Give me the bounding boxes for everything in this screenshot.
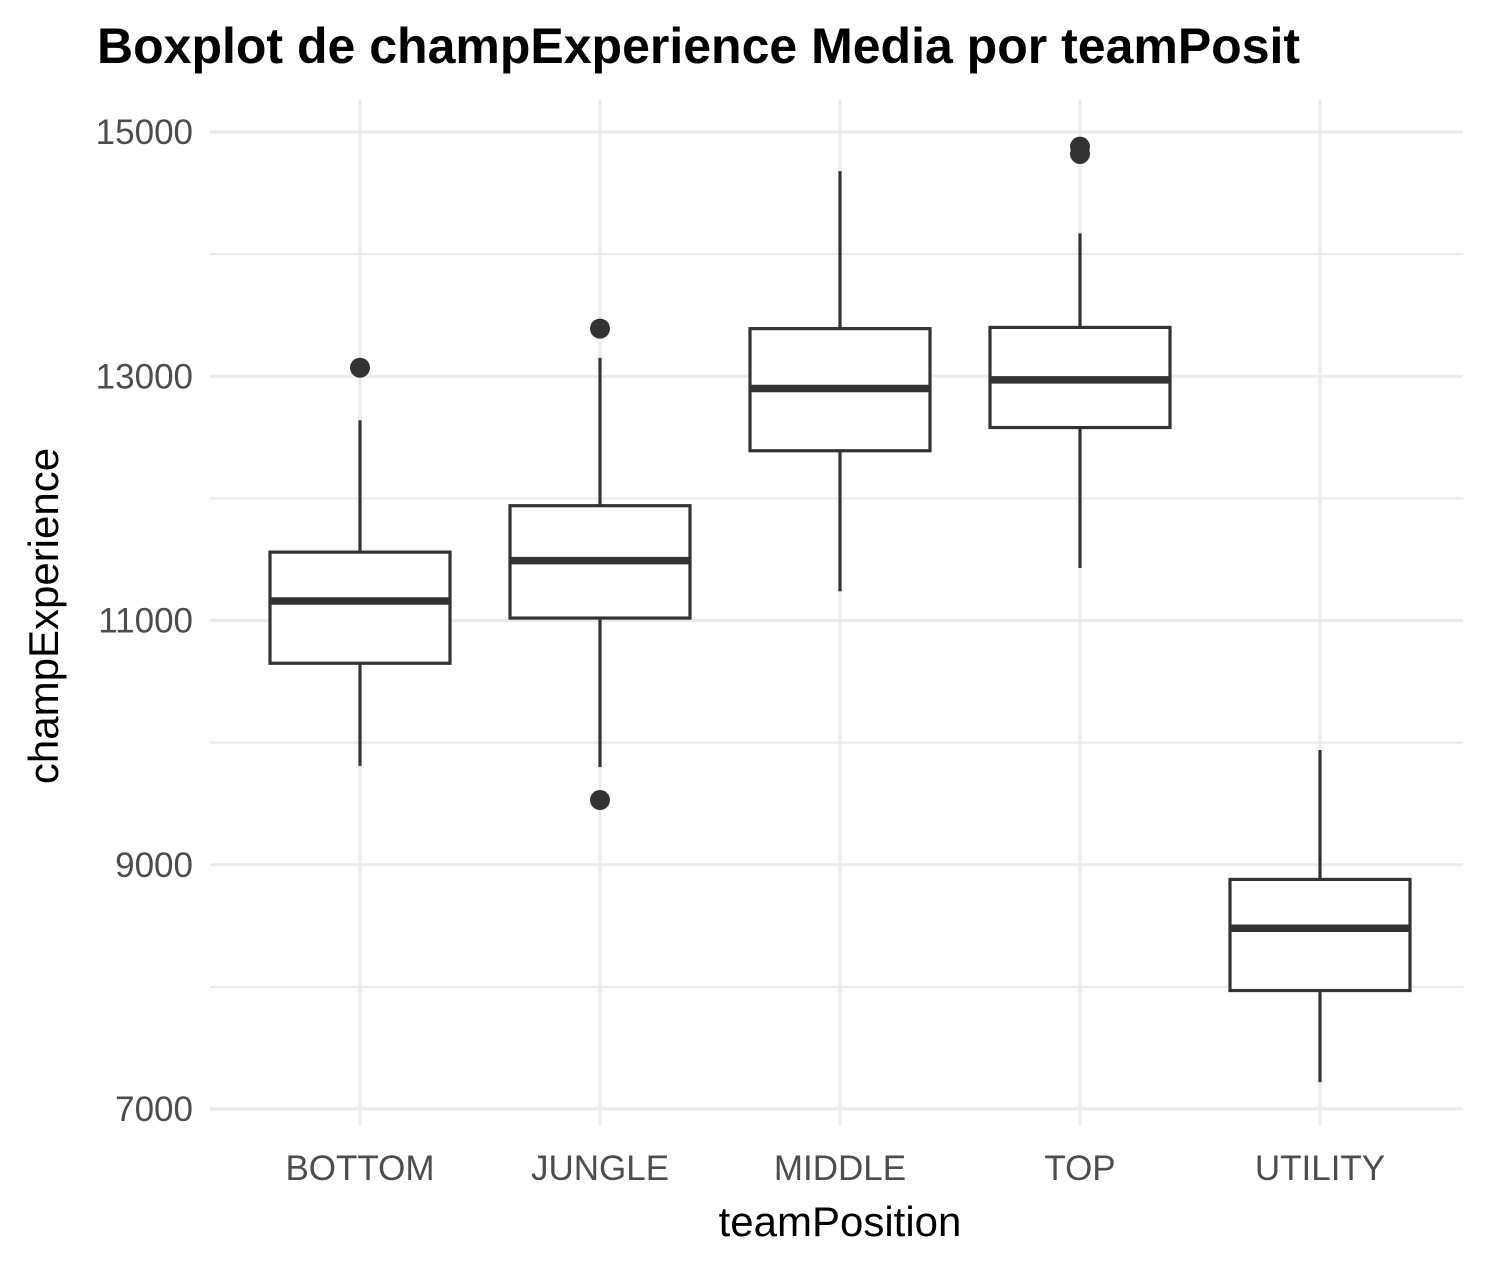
y-axis-ticks: 7000 9000 11000 13000 15000 [96, 113, 193, 1129]
x-axis-title: teamPosition [719, 1198, 962, 1245]
outlier-point [590, 318, 610, 339]
x-tick-label: UTILITY [1255, 1149, 1385, 1188]
box-group-bottom [268, 357, 452, 766]
box-group-jungle [508, 318, 692, 811]
y-tick-label: 7000 [115, 1090, 193, 1129]
box-group-utility [1228, 749, 1412, 1083]
y-tick-label: 15000 [96, 113, 193, 152]
box-iqr [1228, 877, 1412, 993]
y-tick-label: 9000 [115, 846, 193, 885]
x-tick-label: MIDDLE [774, 1149, 906, 1188]
x-tick-label: BOTTOM [285, 1149, 434, 1188]
y-tick-label: 13000 [96, 357, 193, 396]
box-group-middle [748, 171, 932, 592]
box-group-top [988, 136, 1172, 568]
boxes [268, 136, 1412, 1083]
y-axis-title: champExperience [20, 448, 67, 784]
y-tick-label: 11000 [98, 602, 193, 641]
x-tick-label: TOP [1044, 1149, 1115, 1188]
box-iqr [268, 550, 452, 665]
x-axis-ticks: BOTTOM JUNGLE MIDDLE TOP UTILITY [285, 1149, 1385, 1188]
outlier-point [350, 357, 370, 378]
x-tick-label: JUNGLE [531, 1149, 669, 1188]
outlier-point [1070, 143, 1090, 164]
outlier-point [590, 790, 610, 811]
chart-title: Boxplot de champExperience Media por tea… [97, 18, 1300, 74]
